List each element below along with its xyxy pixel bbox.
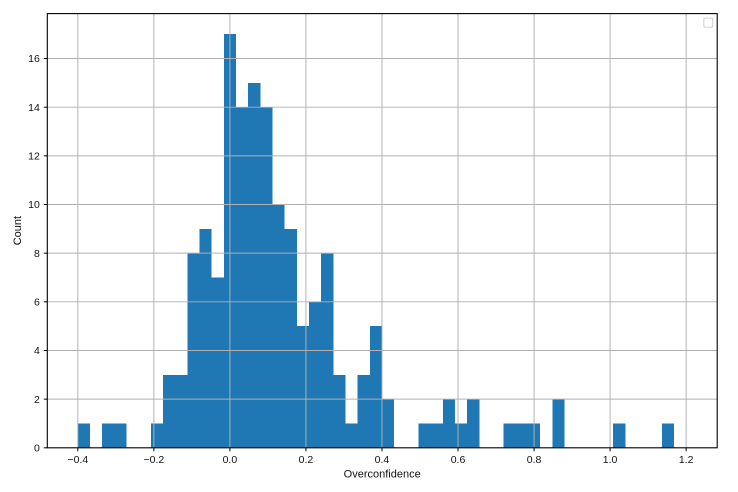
svg-text:−0.2: −0.2 bbox=[143, 454, 164, 466]
svg-text:0.8: 0.8 bbox=[527, 454, 542, 466]
svg-text:0.6: 0.6 bbox=[451, 454, 466, 466]
svg-text:12: 12 bbox=[28, 151, 40, 163]
svg-text:2: 2 bbox=[34, 394, 40, 406]
svg-text:16: 16 bbox=[28, 53, 40, 65]
svg-text:0.2: 0.2 bbox=[299, 454, 314, 466]
svg-text:Count: Count bbox=[12, 216, 24, 245]
svg-text:0: 0 bbox=[34, 443, 40, 455]
svg-text:1.0: 1.0 bbox=[603, 454, 618, 466]
svg-text:−0.4: −0.4 bbox=[67, 454, 88, 466]
svg-text:0.4: 0.4 bbox=[375, 454, 390, 466]
svg-text:8: 8 bbox=[34, 248, 40, 260]
svg-text:14: 14 bbox=[28, 102, 40, 114]
svg-text:0.0: 0.0 bbox=[223, 454, 238, 466]
svg-text:1.2: 1.2 bbox=[679, 454, 694, 466]
svg-text:Overconfidence: Overconfidence bbox=[344, 468, 421, 480]
svg-text:6: 6 bbox=[34, 297, 40, 309]
svg-text:4: 4 bbox=[34, 345, 40, 357]
svg-text:10: 10 bbox=[28, 199, 40, 211]
